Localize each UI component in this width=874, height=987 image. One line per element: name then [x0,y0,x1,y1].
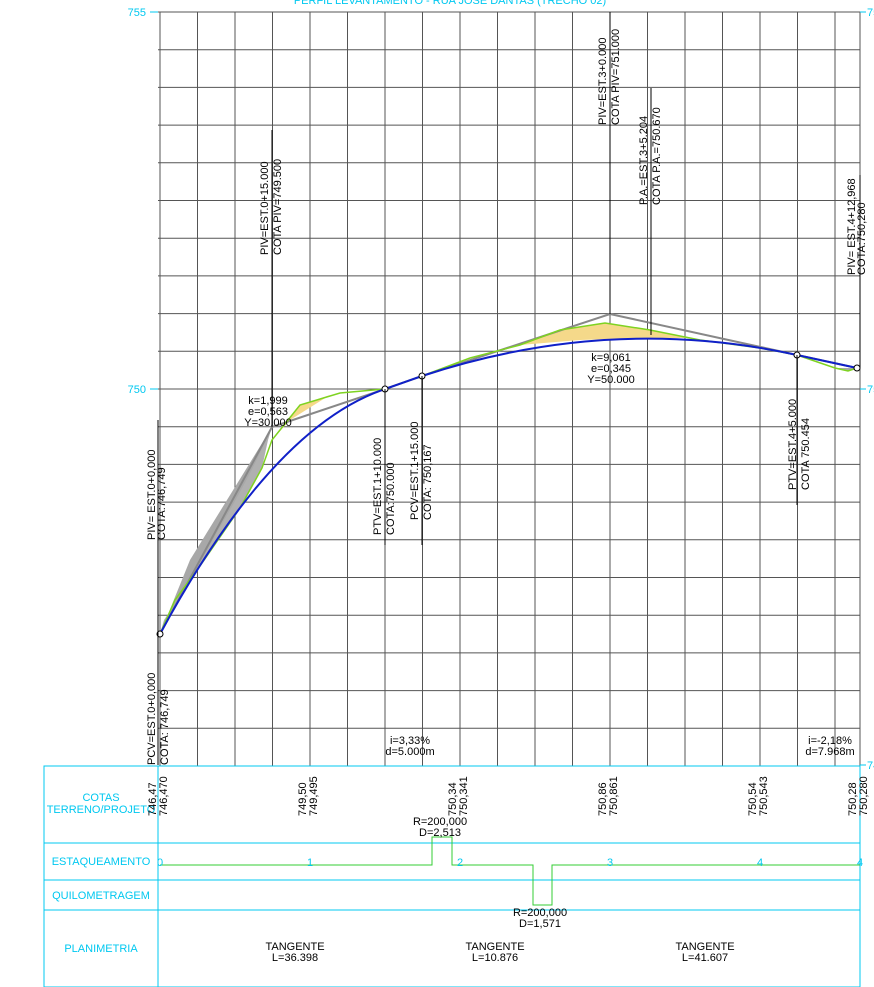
station-label: PIV= EST.0+0,000 [146,449,158,540]
project-elevation: 750,543 [758,776,770,816]
curve-param: k=9,061 [591,352,630,364]
project-elevation: 749,495 [308,776,320,816]
row-header: COTAS [82,792,119,804]
project-elevation: 746,470 [158,776,170,816]
curve-param: k=1,999 [248,395,287,407]
station: 1 [307,857,313,869]
elevation-label: COTA: 746,749 [159,689,171,765]
terrain-elevation: 750,54 [747,782,759,816]
station-label: PCV=EST.0+0,000 [146,673,158,765]
fill-area [520,323,690,345]
project-elevation: 750,341 [458,776,470,816]
grade-label: i=3,33% [390,735,430,747]
elevation-label: COTA 750.454 [800,418,812,490]
elevation-label: COTA PIV=751.000 [610,29,622,125]
row-header: PLANIMETRIA [64,943,138,955]
curve-param: e=0,345 [591,363,631,375]
project-elevation: 750,861 [608,776,620,816]
grade-label: d=5.000m [385,746,434,758]
planimetry-label: R=200,000 [413,816,467,828]
curve-param: Y=50.000 [587,374,634,386]
planimetry-label: D=2,513 [419,827,461,839]
tangent-line [159,312,858,635]
elevation-label: COTA P.A.=750.670 [651,107,663,205]
station-label: PCV=EST.1+15.000 [409,422,421,520]
grade-label: i=-2,18% [808,735,852,747]
leaders [157,12,861,765]
terrain-elevation: 750,34 [447,782,459,816]
axis-label: 745 [867,760,874,772]
axis-label: 750 [128,384,146,396]
axis-label: 750 [867,384,874,396]
planimetry-label: R=200,000 [513,907,567,919]
planimetry-label: TANGENTE [675,941,734,953]
grade-label: d=7.968m [805,746,854,758]
station-label: PIV=EST.3+0.000 [597,38,609,125]
vertex [853,364,861,372]
elevation-label: COTA:750,280 [856,202,868,275]
planimetry-label: L=10.876 [472,952,518,964]
elevation-label: COTA:750.000 [385,462,397,535]
project-elevation: 750,280 [858,776,870,816]
station-label: PIV= EST.4+12,968 [846,178,858,275]
planimetry-label: L=36.398 [272,952,318,964]
planimetry-label: D=1,571 [519,918,561,930]
planimetry-label: L=41.607 [682,952,728,964]
station-label: PIV=EST.0+15.000 [259,161,271,255]
terrain-elevation: 750,28 [847,782,859,816]
station-label: PTV=EST.4+5.000 [787,399,799,490]
planimetry-label: TANGENTE [465,941,524,953]
elevation-label: COTA: 750,167 [422,444,434,520]
elevation-label: COTA:746,749 [156,467,168,540]
axis-label: 755 [867,7,874,19]
station-label: P.A.=EST.3+5.204 [638,116,650,205]
station: 4 [857,857,863,869]
row-header: ESTAQUEAMENTO [52,856,151,868]
station: 4 [757,857,763,869]
planimetry-line [160,836,860,906]
row-header: TERRENO/PROJETO [47,804,156,816]
curve-param: Y=30.000 [244,417,291,429]
title: PERFIL LEVANTAMENTO - RUA JOSÉ DANTAS (T… [294,0,606,7]
axis-label: 755 [128,7,146,19]
curve-param: e=0,563 [248,406,288,418]
labels: PERFIL LEVANTAMENTO - RUA JOSÉ DANTAS (T… [47,0,874,964]
terrain-elevation: 746,47 [147,782,159,816]
station: 3 [607,857,613,869]
planimetry-label: TANGENTE [265,941,324,953]
terrain-elevation: 750,86 [597,782,609,816]
station: 0 [157,857,163,869]
elevation-label: COTA PIV=749.500 [272,159,284,255]
grid [150,11,866,767]
station: 2 [457,857,463,869]
station-label: PTV=EST.1+10.000 [372,438,384,535]
terrain-elevation: 749,50 [297,782,309,816]
project-line [159,337,858,635]
row-header: QUILOMETRAGEM [52,890,150,902]
table-border [43,765,861,987]
